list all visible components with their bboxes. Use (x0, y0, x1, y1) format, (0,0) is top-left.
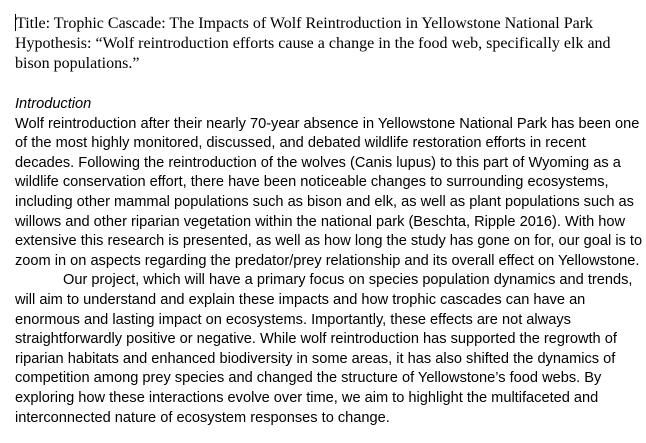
blank-line (15, 74, 643, 95)
paragraph-project: Our project, which will have a primary f… (15, 272, 633, 426)
title-line: Title: Trophic Cascade: The Impacts of W… (15, 14, 643, 34)
hypothesis-text: Hypothesis: “Wolf reintroduction efforts… (15, 35, 611, 72)
paragraph-intro: Wolf reintroduction after their nearly 7… (15, 115, 643, 269)
title-text: Title: Trophic Cascade: The Impacts of W… (16, 15, 594, 32)
section-heading: Introduction (15, 96, 92, 112)
text-cursor (15, 14, 16, 31)
document-body[interactable]: Title: Trophic Cascade: The Impacts of W… (15, 14, 643, 428)
